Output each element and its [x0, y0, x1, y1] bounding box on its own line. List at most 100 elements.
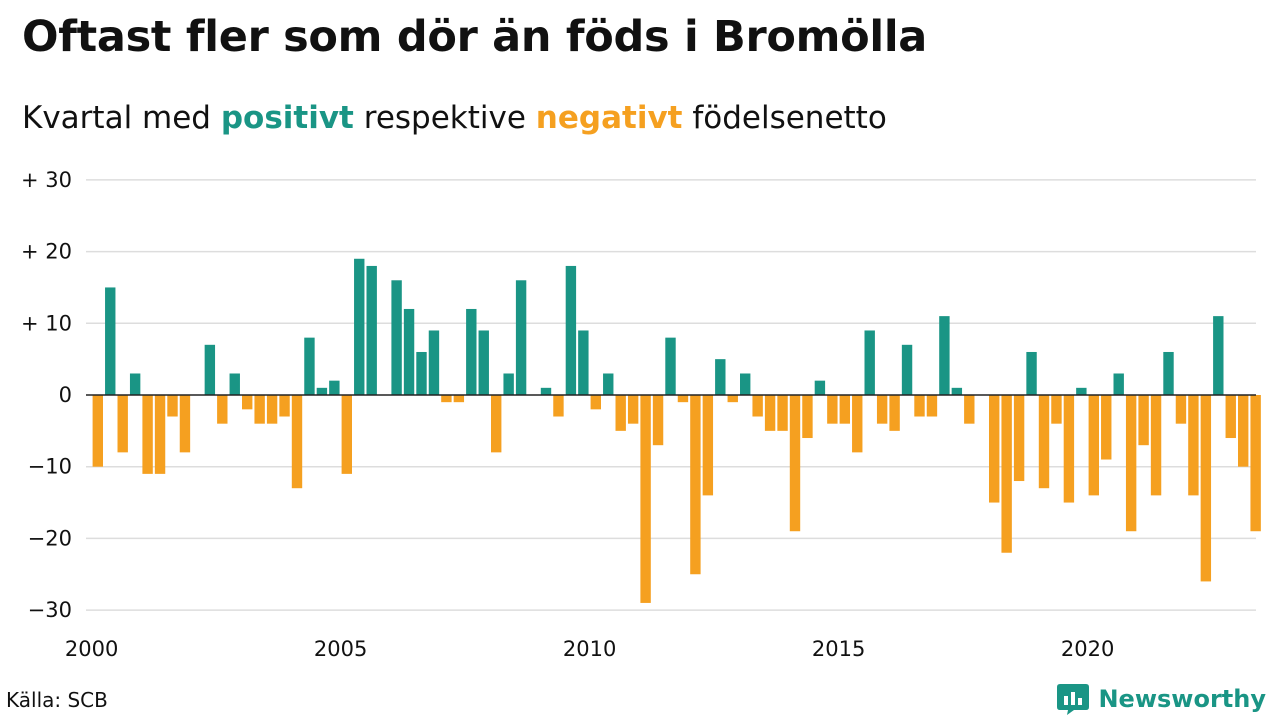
bar: [777, 395, 788, 431]
bar: [254, 395, 265, 424]
y-tick-label: + 30: [21, 168, 72, 192]
bar: [876, 395, 888, 424]
bar: [167, 395, 178, 417]
bar: [901, 344, 913, 395]
bar: [1250, 395, 1261, 532]
gridlines: [86, 179, 1256, 611]
bar: [889, 395, 900, 431]
bar: [217, 395, 228, 424]
bar: [1063, 395, 1075, 503]
bar: [129, 373, 141, 395]
bar: [329, 380, 340, 395]
bar: [590, 395, 601, 410]
bar: [640, 395, 651, 603]
bar: [1138, 395, 1149, 446]
bar: [1175, 395, 1187, 424]
bar: [652, 395, 664, 446]
bar: [92, 395, 103, 467]
bar: [802, 395, 813, 439]
bar: [391, 280, 402, 395]
bar: [266, 395, 278, 424]
bar: [1026, 351, 1037, 395]
bar: [1001, 395, 1012, 553]
bar: [864, 330, 875, 395]
bar: [117, 395, 128, 453]
bar: [441, 395, 452, 403]
bar-chart: + 30+ 20+ 100−10−20−30 2000 2005 2010 2015 2…: [21, 168, 1261, 661]
bar: [204, 344, 216, 395]
bar: [690, 395, 701, 575]
bar: [702, 395, 714, 496]
brand-name: Newsworthy: [1098, 685, 1266, 713]
bar: [764, 395, 776, 431]
bar: [354, 258, 365, 395]
bar: [1113, 373, 1124, 395]
bar: [1200, 395, 1212, 582]
bar: [1088, 395, 1099, 496]
bar: [105, 287, 116, 395]
bar: [1163, 351, 1174, 395]
x-tick-label: 2000: [65, 637, 118, 661]
x-tick-label: 2020: [1061, 637, 1114, 661]
bar: [964, 395, 975, 424]
bar: [1225, 395, 1236, 439]
bar: [752, 395, 763, 417]
bar: [727, 395, 738, 403]
bar: [553, 395, 564, 417]
subtitle-suffix: födelsenetto: [692, 100, 887, 136]
subtitle-prefix: Kvartal med: [22, 100, 211, 136]
bar: [989, 395, 1000, 503]
bar: [1125, 395, 1137, 532]
bar: [466, 308, 477, 395]
bar: [403, 308, 415, 395]
bar: [154, 395, 166, 474]
bar: [627, 395, 639, 424]
newsworthy-logo-icon: [1057, 684, 1090, 715]
subtitle-positive-keyword: positivt: [220, 100, 354, 136]
subtitle-middle: respektive: [363, 100, 526, 136]
bar: [951, 387, 963, 395]
bar: [565, 265, 577, 395]
chart-subtitle: Kvartal med positivt respektive negativt…: [22, 100, 887, 136]
bar: [1238, 395, 1249, 467]
bar: [1150, 395, 1162, 496]
x-axis-ticks: 2000 2005 2010 2015 2020: [65, 637, 1114, 661]
bar: [1038, 395, 1050, 489]
x-tick-label: 2010: [563, 637, 616, 661]
bar: [515, 280, 527, 395]
bar: [179, 395, 191, 453]
x-tick-label: 2015: [812, 637, 865, 661]
y-tick-label: + 10: [21, 311, 72, 335]
bar: [304, 337, 315, 395]
bar: [1076, 387, 1087, 395]
bar: [740, 373, 751, 395]
bar: [1013, 395, 1025, 482]
bar: [416, 351, 427, 395]
bar: [814, 380, 826, 395]
subtitle-negative-keyword: negativt: [535, 100, 683, 136]
bar: [578, 330, 589, 395]
y-tick-label: 0: [59, 383, 72, 407]
source-label: Källa: SCB: [6, 688, 108, 712]
y-tick-label: −10: [28, 455, 72, 479]
bar: [142, 395, 153, 474]
bar: [428, 330, 440, 395]
bar: [503, 373, 514, 395]
bar: [789, 395, 801, 532]
bar: [229, 373, 240, 395]
bar: [677, 395, 689, 403]
bar: [478, 330, 489, 395]
bar: [316, 387, 328, 395]
bar: [1051, 395, 1062, 424]
bar: [279, 395, 290, 417]
x-tick-label: 2005: [314, 637, 367, 661]
bar: [491, 395, 502, 453]
y-tick-label: + 20: [21, 240, 72, 264]
bar: [1213, 316, 1224, 395]
bar: [665, 337, 676, 395]
bar: [939, 316, 950, 395]
bar: [615, 395, 626, 431]
bar: [291, 395, 303, 489]
bar: [540, 387, 552, 395]
bar: [715, 359, 726, 395]
